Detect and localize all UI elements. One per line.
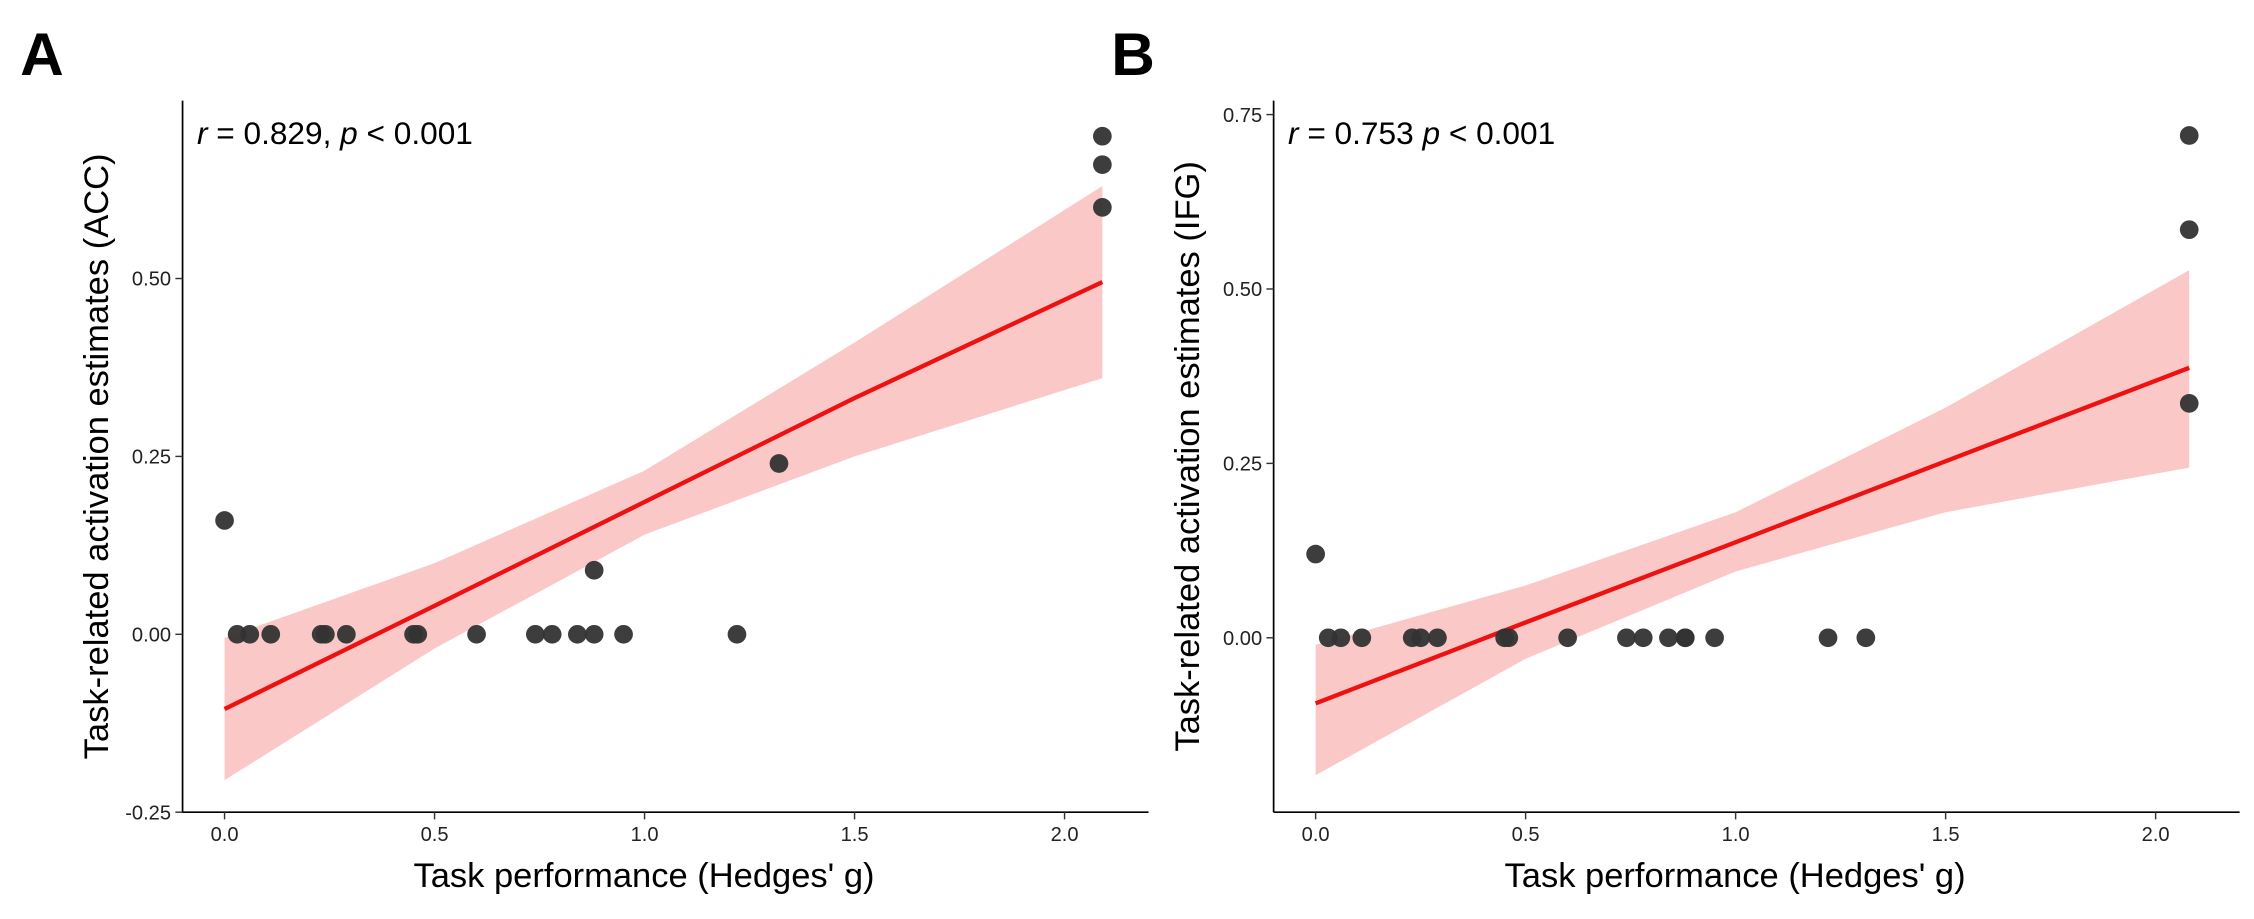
y-tick-label: 0.00 <box>132 624 171 646</box>
annotation-r: r <box>1288 115 1300 151</box>
data-point <box>1818 628 1838 648</box>
x-tick-label: 1.5 <box>1932 824 1960 846</box>
data-point <box>2179 126 2199 145</box>
y-tick-label: -0.25 <box>125 802 171 824</box>
data-point <box>261 624 281 644</box>
data-point <box>1352 628 1372 648</box>
data-point <box>1558 628 1577 648</box>
annotation-p-value: < 0.001 <box>358 115 473 151</box>
data-point <box>1705 628 1724 648</box>
panel: B 0.00 0.25 0.50 0.75 0.0 0.5 1.0 1.5 2.0 Task per… <box>1111 20 2240 895</box>
y-tick-label: 0.50 <box>1223 279 1262 301</box>
annotation-r-value: = 0.753 <box>1299 115 1423 151</box>
data-point <box>1093 198 1112 217</box>
y-axis-title: Task-related activation estimates (ACC) <box>78 153 116 759</box>
confidence-band <box>224 186 1103 781</box>
panel-label: B <box>1111 20 1155 88</box>
data-point <box>568 624 587 644</box>
x-tick-label: 1.5 <box>841 824 869 846</box>
data-point <box>408 624 428 644</box>
data-point <box>614 624 633 644</box>
annotation-p: p <box>339 115 358 151</box>
y-tick-label: 0.75 <box>1223 105 1262 127</box>
data-point <box>215 511 234 530</box>
x-axis-title: Task performance (Hedges' g) <box>1505 857 1966 895</box>
panel: A -0.25 0.00 0.25 0.50 0.0 0.5 1.0 1.5 2.0 Task pe… <box>20 20 1149 895</box>
data-point <box>1306 544 1325 564</box>
x-tick-label: 0.5 <box>421 824 449 846</box>
data-point <box>727 624 747 644</box>
data-point <box>1331 628 1351 648</box>
y-tick-label: 0.25 <box>132 447 171 469</box>
x-tick-label: 1.0 <box>631 824 659 846</box>
data-point <box>316 624 335 644</box>
data-point <box>467 624 486 644</box>
data-point <box>1675 628 1695 648</box>
data-point <box>769 454 789 473</box>
x-tick-label: 0.0 <box>211 824 239 846</box>
x-tick-label: 0.0 <box>1302 824 1330 846</box>
data-point <box>1428 628 1447 648</box>
data-point <box>1659 628 1678 648</box>
fit-line <box>1314 365 2190 706</box>
y-tick-label: 0.00 <box>1223 628 1262 650</box>
data-point <box>1617 628 1636 648</box>
y-axis-title: Task-related activation estimates (IFG) <box>1169 161 1207 752</box>
data-point <box>2179 220 2199 240</box>
data-point <box>1093 155 1112 175</box>
y-tick-label: 0.25 <box>1223 454 1262 476</box>
data-point <box>584 560 604 580</box>
panel-label: A <box>20 20 64 88</box>
annotation: r = 0.753 p < 0.001 <box>1288 115 1555 151</box>
data-point <box>584 624 604 644</box>
x-tick-label: 1.0 <box>1722 824 1750 846</box>
data-point <box>542 624 562 644</box>
data-point <box>1093 126 1112 146</box>
fit-line <box>223 280 1104 711</box>
annotation-p-value: < 0.001 <box>1440 115 1555 151</box>
confidence-band <box>1315 270 2190 776</box>
data-point <box>1499 628 1519 648</box>
x-tick-label: 0.5 <box>1512 824 1540 846</box>
data-point <box>240 624 260 644</box>
annotation-r: r <box>197 115 209 151</box>
annotation: r = 0.829, p < 0.001 <box>197 115 473 151</box>
x-tick-label: 2.0 <box>1051 824 1079 846</box>
data-point <box>337 624 356 644</box>
x-axis-title: Task performance (Hedges' g) <box>413 857 874 895</box>
data-point <box>1856 628 1876 648</box>
annotation-p: p <box>1421 115 1440 151</box>
data-point <box>1633 628 1653 648</box>
data-point <box>1411 628 1430 648</box>
x-tick-label: 2.0 <box>2142 824 2170 846</box>
y-tick-label: 0.50 <box>132 269 171 291</box>
data-point <box>526 624 545 644</box>
annotation-r-value: = 0.829, <box>207 115 340 151</box>
data-point <box>2179 394 2199 413</box>
